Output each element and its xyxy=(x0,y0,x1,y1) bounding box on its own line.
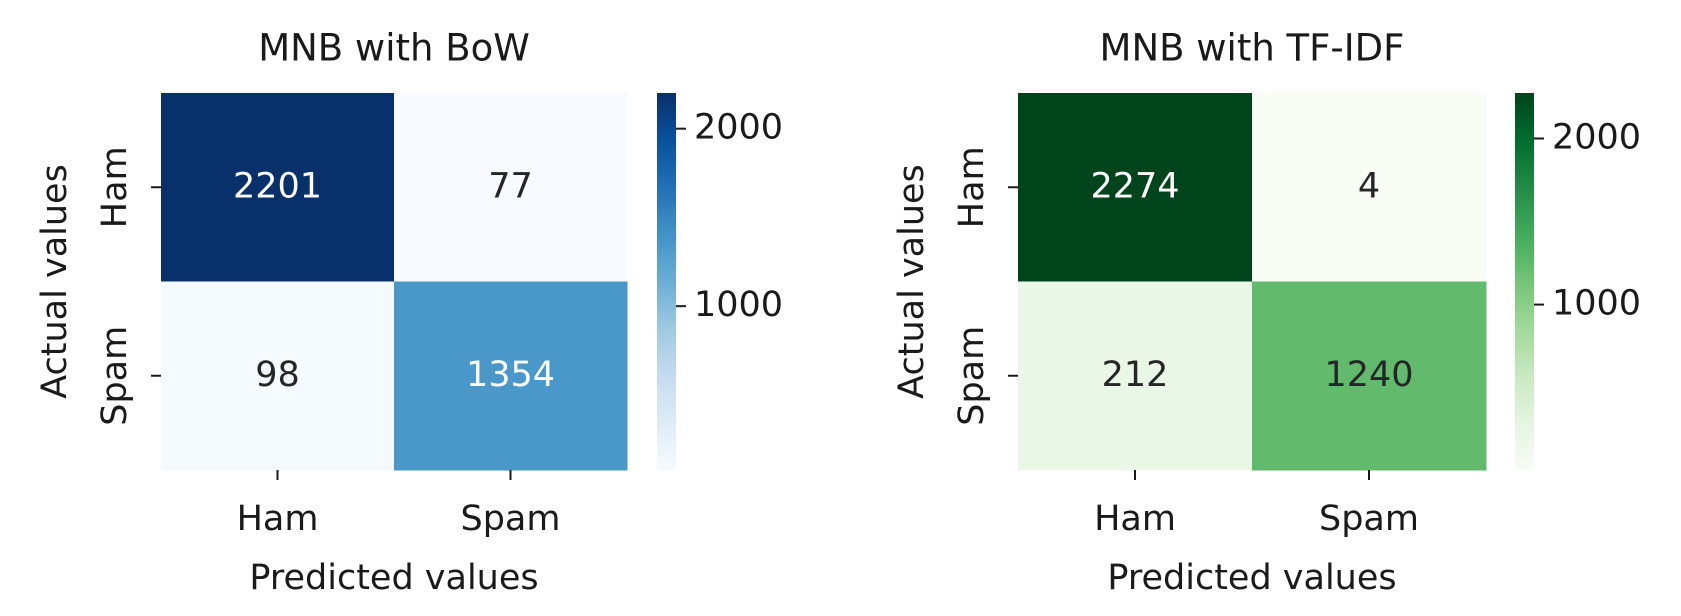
x-tick-label: Ham xyxy=(1094,499,1176,539)
heatmap-cell xyxy=(1018,93,1253,282)
x-tick-label: Ham xyxy=(237,499,319,539)
heatmap-cell xyxy=(161,93,395,282)
chart-title: MNB with BoW xyxy=(258,27,530,70)
heatmap-cell xyxy=(394,281,628,471)
cell-label: 212 xyxy=(1102,355,1169,395)
x-axis-label: Predicted values xyxy=(1107,558,1396,598)
y-axis-label: Actual values xyxy=(892,164,932,399)
cell-label: 2274 xyxy=(1090,166,1179,206)
y-axis-label: Actual values xyxy=(35,164,75,399)
y-tick-label: Spam xyxy=(952,326,992,426)
x-tick-label: Spam xyxy=(461,499,561,539)
colorbar xyxy=(657,93,676,470)
heatmap-cell xyxy=(1252,281,1487,471)
y-tick-label: Ham xyxy=(95,146,135,228)
colorbar-tick-label: 2000 xyxy=(694,108,783,148)
heatmap-cell xyxy=(161,281,395,471)
x-tick-label: Spam xyxy=(1319,499,1419,539)
cell-label: 2201 xyxy=(233,166,322,206)
heatmap-cell xyxy=(1252,93,1487,282)
colorbar xyxy=(1515,93,1534,470)
colorbar-tick-label: 2000 xyxy=(1552,118,1641,158)
x-axis-label: Predicted values xyxy=(249,558,538,598)
cell-label: 98 xyxy=(255,355,300,395)
heatmap-cell xyxy=(394,93,628,282)
cell-label: 1354 xyxy=(466,355,555,395)
cell-label: 4 xyxy=(1358,166,1380,206)
colorbar-tick-label: 1000 xyxy=(694,285,783,325)
y-tick-label: Ham xyxy=(952,146,992,228)
cell-label: 77 xyxy=(488,166,533,206)
colorbar-tick-label: 1000 xyxy=(1552,284,1641,324)
y-tick-label: Spam xyxy=(95,326,135,426)
chart-title: MNB with TF-IDF xyxy=(1100,27,1405,70)
heatmap-cell xyxy=(1018,281,1253,471)
cell-label: 1240 xyxy=(1324,355,1413,395)
